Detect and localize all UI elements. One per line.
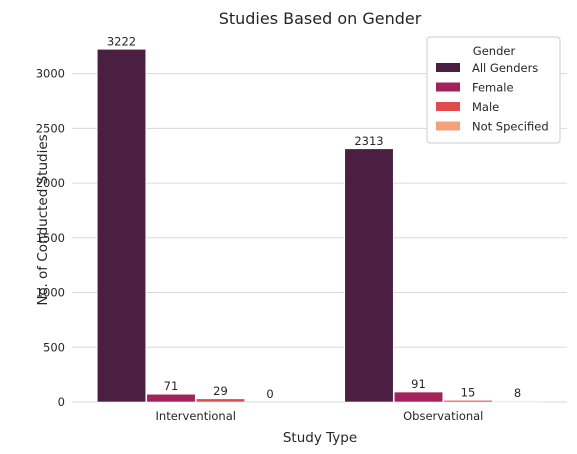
bar-not-specified-observational [492, 400, 543, 403]
legend-box [426, 36, 561, 144]
legend-label: Male [472, 100, 499, 114]
y-tick-label: 1000 [36, 286, 65, 300]
bar-all-genders-observational [344, 148, 394, 403]
bar-value-label: 3222 [107, 34, 136, 48]
bar-female-interventional [146, 393, 196, 403]
y-axis-title: No. of Conducted Studies [35, 134, 51, 305]
bar-value-label: 0 [266, 387, 273, 401]
x-tick-label: Interventional [156, 409, 236, 423]
y-tick-label: 2000 [36, 176, 65, 190]
bar-value-label: 15 [461, 385, 476, 399]
bar-value-label: 91 [411, 377, 426, 391]
bar-value-label: 2313 [354, 134, 383, 148]
x-tick-label: Observational [403, 409, 483, 423]
bar-value-label: 71 [164, 379, 179, 393]
bar-labels: 3222 71 29 0 2313 91 15 8 [107, 34, 521, 401]
bar-male-observational [443, 400, 493, 403]
x-axis-title: Study Type [283, 430, 357, 446]
y-tick-label: 1500 [36, 231, 65, 245]
legend-swatch [436, 82, 460, 92]
x-axis-ticks: Interventional Observational [156, 409, 484, 423]
legend-label: Female [472, 81, 514, 95]
bar-value-label: 29 [213, 384, 228, 398]
bar-value-label: 8 [514, 386, 521, 400]
legend-title: Gender [473, 44, 516, 58]
grid-lines [72, 73, 567, 403]
legend-swatch [436, 121, 460, 131]
bar-all-genders-interventional [96, 48, 147, 403]
bars [96, 48, 543, 403]
y-tick-label: 3000 [36, 67, 65, 81]
chart-title: Studies Based on Gender [219, 9, 422, 28]
y-tick-label: 2500 [36, 121, 65, 135]
y-axis-ticks: 0 500 1000 1500 2000 2500 3000 [36, 67, 65, 409]
legend-label: Not Specified [472, 120, 549, 134]
bar-female-observational [393, 391, 444, 403]
bar-male-interventional [195, 398, 246, 403]
legend: Gender All Genders Female Male Not Specifie… [426, 36, 561, 144]
y-tick-label: 0 [58, 395, 65, 409]
legend-label: All Genders [472, 61, 538, 75]
legend-swatch [436, 63, 460, 72]
y-tick-label: 500 [43, 340, 65, 354]
legend-swatch [436, 102, 460, 111]
